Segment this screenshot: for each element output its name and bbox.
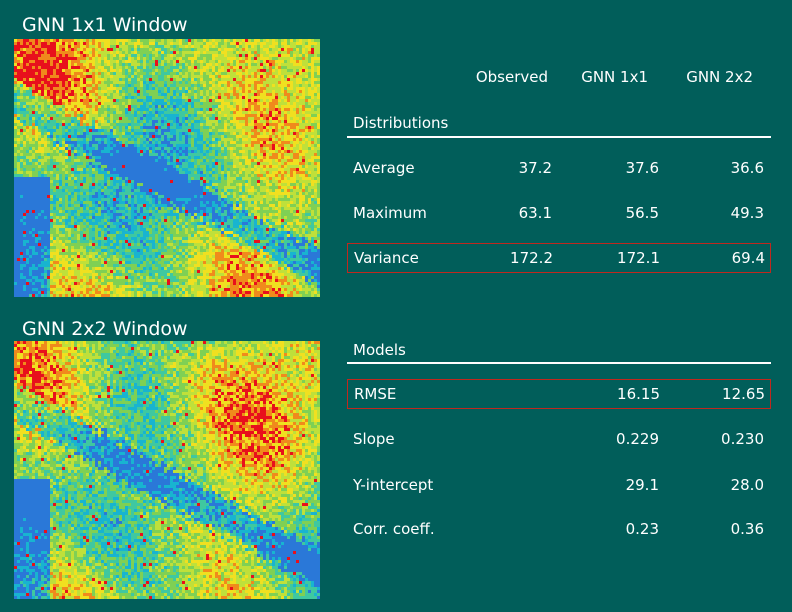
table-row: Corr. coeff. 0.23 0.36 (347, 515, 771, 545)
column-header-gnn-2x2: GNN 2x2 (686, 68, 753, 86)
gnn-2x2-map-image (14, 341, 320, 599)
row-label: Average (353, 159, 415, 177)
row-label: Variance (354, 249, 419, 267)
table-row-highlighted: Variance 172.2 172.1 69.4 (347, 243, 771, 273)
gnn-2x2-value: 28.0 (730, 476, 764, 494)
gnn-1x1-value: 29.1 (625, 476, 659, 494)
gnn-1x1-value: 0.23 (625, 520, 659, 538)
table-row: Maximum 63.1 56.5 49.3 (347, 199, 771, 229)
gnn-1x1-value: 16.15 (617, 385, 660, 403)
gnn-2x2-value: 0.230 (721, 430, 764, 448)
observed-value: 172.2 (510, 249, 553, 267)
section-title-distributions: Distributions (353, 114, 449, 132)
gnn-1x1-value: 0.229 (616, 430, 659, 448)
row-label: Y-intercept (353, 476, 434, 494)
gnn-1x1-value: 56.5 (625, 204, 659, 222)
raster-pixels (14, 39, 320, 297)
row-label: Corr. coeff. (353, 520, 435, 538)
table-row: Y-intercept 29.1 28.0 (347, 471, 771, 501)
row-label: Maximum (353, 204, 427, 222)
observed-value: 37.2 (518, 159, 552, 177)
gnn-2x2-value: 49.3 (730, 204, 764, 222)
top-map-title: GNN 1x1 Window (22, 14, 188, 36)
gnn-2x2-value: 36.6 (730, 159, 764, 177)
section-divider (347, 136, 771, 138)
gnn-2x2-value: 0.36 (730, 520, 764, 538)
row-label: RMSE (354, 385, 397, 403)
section-title-models: Models (353, 341, 406, 359)
bottom-map-title: GNN 2x2 Window (22, 318, 188, 340)
gnn-1x1-value: 37.6 (625, 159, 659, 177)
observed-value: 63.1 (518, 204, 552, 222)
table-row: Slope 0.229 0.230 (347, 425, 771, 455)
column-header-observed: Observed (475, 68, 548, 86)
gnn-1x1-map-image (14, 39, 320, 297)
column-header-gnn-1x1: GNN 1x1 (581, 68, 648, 86)
gnn-1x1-value: 172.1 (617, 249, 660, 267)
table-row-highlighted: RMSE 16.15 12.65 (347, 379, 771, 409)
raster-pixels (14, 341, 320, 599)
gnn-2x2-value: 12.65 (722, 385, 765, 403)
gnn-2x2-value: 69.4 (731, 249, 765, 267)
table-row: Average 37.2 37.6 36.6 (347, 154, 771, 184)
section-divider (347, 362, 771, 364)
row-label: Slope (353, 430, 395, 448)
